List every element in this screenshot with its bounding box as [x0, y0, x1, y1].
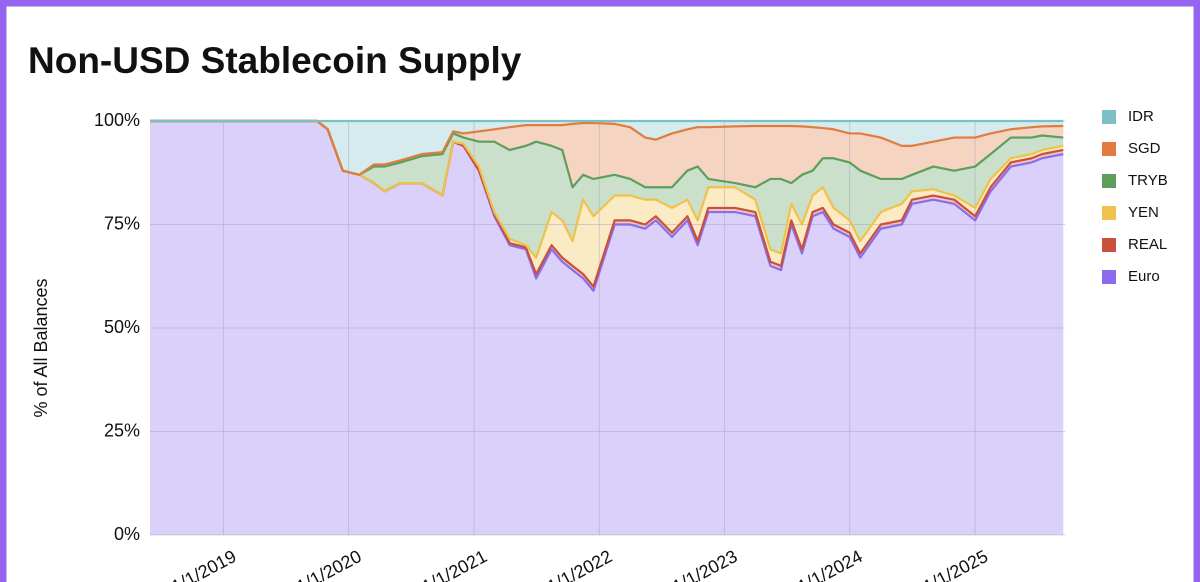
legend-swatch	[1102, 110, 1116, 124]
area-band	[150, 121, 1064, 188]
legend-swatch	[1102, 206, 1116, 220]
series-line	[150, 119, 1064, 176]
series-line	[150, 119, 1064, 189]
area-band	[150, 121, 1064, 175]
legend-swatch	[1102, 174, 1116, 188]
legend-swatch	[1102, 270, 1116, 284]
y-tick-label: 75%	[104, 213, 140, 233]
legend-label: YEN	[1128, 204, 1159, 221]
legend-label: TRYB	[1128, 172, 1168, 189]
y-tick-label: 0%	[114, 524, 140, 544]
legend-label: SGD	[1128, 140, 1161, 157]
series-line	[150, 119, 1064, 259]
legend-label: REAL	[1128, 236, 1167, 253]
legend-swatch	[1102, 238, 1116, 252]
y-tick-label: 25%	[104, 420, 140, 440]
legend-label: Euro	[1128, 268, 1160, 285]
area-band	[150, 121, 1064, 535]
chart-title: Non-USD Stablecoin Supply	[28, 40, 522, 81]
y-axis-label: % of All Balances	[31, 278, 51, 417]
legend-label: IDR	[1128, 108, 1154, 125]
legend-swatch	[1102, 142, 1116, 156]
y-tick-label: 100%	[94, 110, 140, 130]
y-tick-label: 50%	[104, 317, 140, 337]
area-band	[150, 121, 1064, 258]
